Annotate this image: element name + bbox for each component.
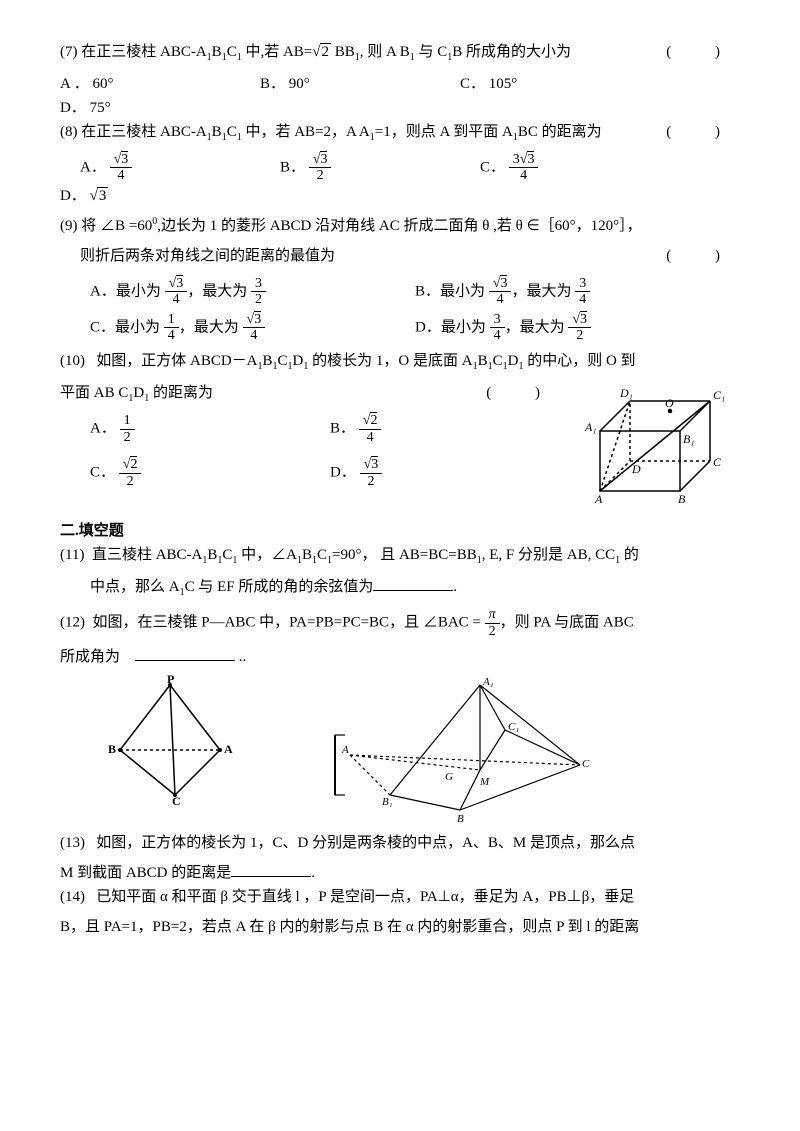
q10-options: A． 12 B． √24 C． √22 D． √32 (90, 413, 570, 489)
q10-stem-b: 平面 AB C1D1 的距离为( ) (60, 381, 570, 407)
q10-opt-c: C． √22 (90, 457, 330, 489)
q9-num: (9) (60, 218, 78, 234)
q9-opt-d: D．最小为 34，最大为 √32 (415, 312, 740, 344)
svg-text:M: M (479, 776, 490, 788)
q10-opt-b: B． √24 (330, 413, 570, 445)
svg-text:A: A (594, 492, 603, 506)
q10-opt-a: A． 12 (90, 413, 330, 445)
answer-paren: ( ) (666, 120, 740, 144)
question-12: (12) 如图，在三棱锥 P—ABC 中，PA=PB=PC=BC，且 ∠BAC … (60, 607, 740, 639)
q8-num: (8) (60, 124, 78, 140)
svg-text:C: C (713, 455, 722, 469)
question-14: (14) 已知平面 α 和平面 β 交于直线 l ，P 是空间一点，PA⊥α，垂… (60, 885, 740, 909)
blank-12[interactable] (135, 645, 235, 661)
tetrahedron-figure: P B A C (100, 675, 250, 805)
q14-num: (14) (60, 889, 85, 905)
question-8: (8) 在正三棱柱 ABC-A1B1C1 中，若 AB=2，A A1=1，则点 … (60, 120, 740, 146)
q13-num: (13) (60, 835, 85, 851)
svg-text:D₁: D₁ (619, 386, 633, 400)
svg-text:A: A (341, 744, 349, 756)
q7-opt-b: B． 90° (260, 72, 460, 96)
svg-text:B₁: B₁ (382, 796, 393, 808)
svg-text:B: B (108, 742, 116, 756)
svg-text:B₁: B₁ (683, 432, 695, 446)
q10-opt-d: D． √32 (330, 457, 570, 489)
q10-num: (10) (60, 353, 85, 369)
question-11: (11) 直三棱柱 ABC-A1B1C1 中，∠A1B1C1=90°， 且 AB… (60, 543, 740, 569)
q11-num: (11) (60, 547, 84, 563)
question-13: (13) 如图，正方体的棱长为 1，C、D 分别是两条棱的中点，A、B、M 是顶… (60, 831, 740, 855)
q8-opt-b: B． √32 (280, 152, 480, 184)
q8-options: A． √34 B． √32 C． 3√34 (80, 152, 740, 184)
q7-opt-d: D． 75° (60, 96, 740, 120)
q7-opt-c: C． 105° (460, 72, 610, 96)
svg-text:C₁: C₁ (713, 388, 725, 402)
prism-figure: A₁ C₁ A B₁ B C G M (330, 675, 590, 825)
q8-opt-a: A． √34 (80, 152, 280, 184)
question-7: (7) 在正三棱柱 ABC-A1B1C1 中,若 AB=2 BB1, 则 A B… (60, 40, 740, 66)
cube-figure: A B C D A₁ B₁ C₁ D₁ O (570, 381, 740, 511)
svg-text:B: B (457, 813, 464, 825)
q7-options: A ． 60° B． 90° C． 105° (60, 72, 740, 96)
q9-opt-c: C．最小为 14，最大为 √34 (90, 312, 415, 344)
q12-num: (12) (60, 615, 85, 631)
question-10: (10) 如图，正方体 ABCD－A1B1C1D1 的棱长为 1，O 是底面 A… (60, 349, 740, 375)
q13-line2: M 到截面 ABCD 的距离是. (60, 861, 740, 885)
section-2-title: 二.填空题 (60, 519, 740, 543)
q9-options: A．最小为 √34，最大为 32 B．最小为 √34，最大为 34 C．最小为 … (90, 276, 740, 344)
answer-paren: ( ) (666, 244, 740, 268)
q9-stem-b: 则折后两条对角线之间的距离的最值为 ( ) (80, 244, 740, 268)
q11-line2: 中点，那么 A1C 与 EF 所成的角的余弦值为. (90, 575, 740, 601)
blank-13[interactable] (231, 861, 311, 877)
question-9: (9) 将 ∠B =600,边长为 1 的菱形 ABCD 沿对角线 AC 折成二… (60, 214, 740, 238)
q7-num: (7) (60, 44, 78, 60)
svg-text:B: B (678, 492, 686, 506)
q8-opt-c: C． 3√34 (480, 152, 630, 184)
svg-text:G: G (445, 771, 453, 783)
svg-text:A₁: A₁ (482, 676, 494, 688)
answer-paren: ( ) (666, 40, 740, 64)
q9-opt-a: A．最小为 √34，最大为 32 (90, 276, 415, 308)
q7-opt-a: A ． 60° (60, 72, 260, 96)
q9-opt-b: B．最小为 √34，最大为 34 (415, 276, 740, 308)
svg-text:O: O (665, 396, 674, 410)
svg-text:D: D (631, 462, 641, 476)
q12-line2: 所成角为 .. (60, 645, 740, 669)
svg-text:C: C (582, 758, 590, 770)
svg-text:A: A (224, 742, 233, 756)
q14-line2: B，且 PA=1，PB=2，若点 A 在 β 内的射影与点 B 在 α 内的射影… (60, 915, 740, 939)
blank-11[interactable] (373, 575, 453, 591)
svg-text:A₁: A₁ (584, 420, 597, 434)
q8-opt-d: D． 3 (60, 184, 740, 208)
svg-text:C₁: C₁ (508, 721, 519, 733)
